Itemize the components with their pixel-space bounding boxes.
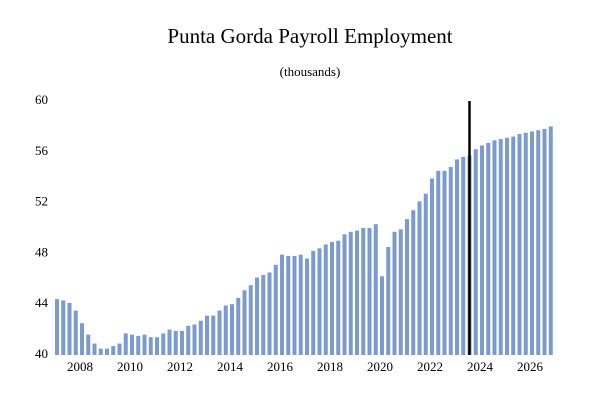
bar [505,137,509,355]
y-tick-label: 44 [35,295,49,310]
bar [436,170,441,355]
bar [205,315,209,355]
bar [517,134,522,355]
bar [298,254,303,355]
bar [73,310,78,355]
y-tick-label: 52 [35,194,48,209]
x-tick-label: 2026 [517,359,544,374]
x-tick-label: 2016 [267,359,294,374]
bar [236,297,241,355]
bar [186,325,191,355]
bar [430,178,434,355]
bar [405,219,409,355]
bar [155,337,159,355]
bar [448,167,453,355]
bar [398,229,403,355]
bar [330,241,334,355]
bar [61,300,66,355]
bar [373,224,378,355]
bar [548,126,553,356]
y-tick-label: 56 [35,143,49,158]
bar [111,346,116,355]
bar [255,277,259,355]
bar [336,240,341,355]
bar [317,248,322,355]
bar [117,343,122,355]
bar [511,136,516,355]
chart-subtitle: (thousands) [280,64,341,79]
bar [92,343,97,355]
x-tick-label: 2010 [117,359,143,374]
bar [98,348,103,355]
bar [480,145,484,355]
bar [286,255,291,355]
bar [536,130,541,355]
bar [355,230,359,355]
bar [123,333,128,355]
y-tick-label: 60 [35,92,48,107]
x-tick-label: 2024 [467,359,494,374]
x-tick-label: 2018 [317,359,343,374]
bar [267,272,272,355]
x-tick-label: 2014 [217,359,244,374]
bar [280,254,284,355]
bar [273,264,278,355]
bar [542,128,547,355]
y-tick-label: 48 [35,244,48,259]
bar [261,274,266,355]
bar [411,210,416,355]
bar [530,131,534,355]
bar [348,231,353,355]
bar [198,320,203,355]
bar [498,139,503,355]
bar [455,159,459,355]
bar [167,329,172,355]
bar [80,323,84,355]
bar [142,334,147,355]
bar [55,299,59,355]
bar [217,310,222,355]
bar [136,335,141,355]
x-tick-label: 2022 [417,359,443,374]
x-tick-label: 2012 [167,359,193,374]
bar [442,170,447,355]
bar [242,290,247,355]
bar [305,258,309,355]
x-tick-label: 2008 [67,359,93,374]
x-tick-label: 2020 [367,359,393,374]
bar [292,255,297,355]
bar [86,334,91,355]
bar [392,231,397,355]
y-tick-label: 40 [35,346,48,361]
bar [492,140,497,355]
bar [423,193,428,355]
bar [523,132,528,355]
bar [180,330,184,355]
bar [161,333,166,355]
bar [211,315,216,355]
bar [473,149,478,355]
chart-title: Punta Gorda Payroll Employment [167,24,452,48]
bar [386,247,391,355]
bar [148,337,153,355]
bar [380,276,384,355]
bar [173,330,178,355]
bar [67,302,72,355]
bar [367,228,372,355]
bar [486,142,491,355]
bar [230,304,234,355]
bar [361,228,366,355]
bar [311,250,316,355]
bar [342,234,347,355]
bar [105,348,109,355]
bar [248,285,253,355]
bar [223,305,228,355]
bar [461,156,466,355]
bar [417,201,422,355]
bar [130,334,134,355]
bar [192,324,197,355]
bar [323,244,328,355]
